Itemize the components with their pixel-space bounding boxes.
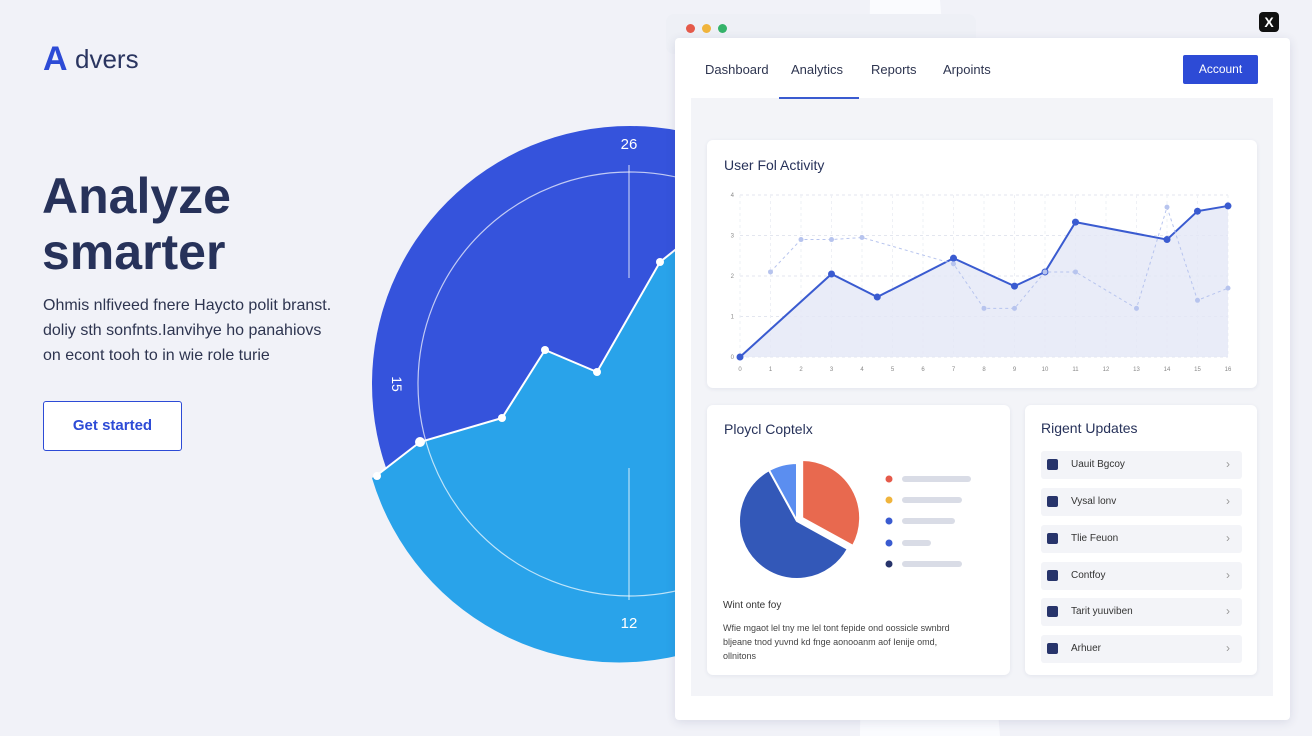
note-title: Wint onte foy xyxy=(723,600,782,611)
update-item[interactable]: Tlie Feuon › xyxy=(1041,525,1242,553)
note-line: bljeane tnod yuvnd kd fnge aonooanm aof … xyxy=(723,637,938,647)
activity-card xyxy=(707,140,1257,388)
hero-title: Analyze smarter xyxy=(42,168,231,280)
card-title: Rigent Updates xyxy=(1041,420,1138,436)
update-label: Arhuer xyxy=(1071,643,1102,654)
note-body: Wfie mgaot lel tny me lel tont fepide on… xyxy=(723,621,950,663)
nav-item[interactable]: Reports xyxy=(871,62,917,77)
cta-button[interactable]: Get started xyxy=(43,401,182,451)
dial-label: 12 xyxy=(621,615,638,632)
note-line: ollnitons xyxy=(723,651,757,661)
update-label: Vysal lonv xyxy=(1071,496,1117,507)
hero-body-line: doliy sth sonfnts.Ianvihye ho panahiovs xyxy=(43,322,322,339)
dial-label: 26 xyxy=(621,136,638,153)
update-item[interactable]: Vysal lonv › xyxy=(1041,488,1242,516)
dial-label: 15 xyxy=(389,376,405,392)
dot xyxy=(718,24,727,33)
nav-item[interactable]: Analytics xyxy=(791,62,844,77)
update-label: Contfoy xyxy=(1071,570,1106,581)
card-title: Ploycl Coptelx xyxy=(724,421,813,437)
nav-underline xyxy=(779,97,859,99)
update-item[interactable]: Arhuer › xyxy=(1041,635,1242,663)
nav-item[interactable]: Arpoints xyxy=(943,62,991,77)
logo-letter: A xyxy=(43,40,68,78)
update-label: Tlie Feuon xyxy=(1071,533,1119,544)
brand-name: dvers xyxy=(75,44,139,74)
update-item[interactable]: Contfoy › xyxy=(1041,562,1242,590)
update-label: Tarit yuuviben xyxy=(1071,606,1133,617)
dot xyxy=(686,24,695,33)
hero-body-line: on econt tooh to in wie role turie xyxy=(43,347,270,364)
update-item[interactable]: Uauit Bgcoy › xyxy=(1041,451,1242,479)
note-line: Wfie mgaot lel tny me lel tont fepide on… xyxy=(723,623,950,633)
account-button[interactable]: Account xyxy=(1183,55,1258,84)
hero-title-line: smarter xyxy=(42,224,226,280)
close-button[interactable]: X xyxy=(1259,12,1279,32)
hero-title-line: Analyze xyxy=(42,168,231,224)
update-item[interactable]: Tarit yuuviben › xyxy=(1041,598,1242,626)
hero-body-line: Ohmis nlfiveed fnere Haycto polit branst… xyxy=(43,297,332,314)
dot xyxy=(702,24,711,33)
card-title: User Fol Activity xyxy=(724,157,825,173)
hero-body: Ohmis nlfiveed fnere Haycto polit branst… xyxy=(43,293,331,368)
update-label: Uauit Bgcoy xyxy=(1071,459,1125,470)
nav-item[interactable]: Dashboard xyxy=(705,62,769,77)
